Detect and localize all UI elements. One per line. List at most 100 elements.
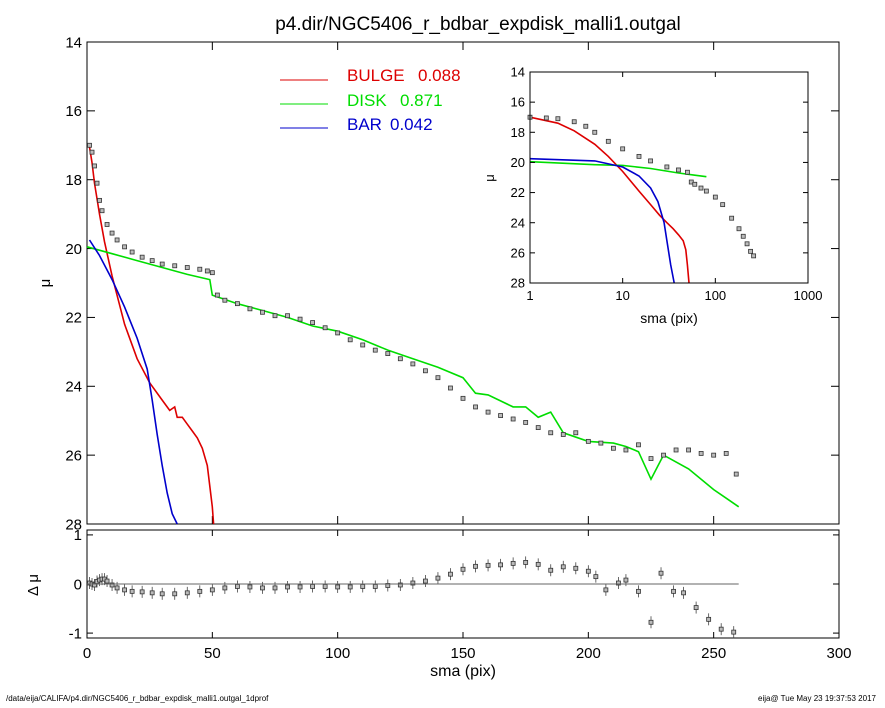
data-point — [686, 447, 691, 453]
data-point — [748, 248, 753, 254]
data-point — [460, 395, 466, 401]
legend-value-disk: 0.871 — [400, 91, 443, 110]
data-point — [733, 471, 739, 477]
series-line-disk — [86, 246, 740, 508]
x-tick-label: 100 — [325, 645, 350, 662]
data-point — [372, 347, 378, 353]
footer-path: /data/eija/CALIFA/p4.dir/NGC5406_r_bdbar… — [6, 694, 269, 703]
data-point — [247, 306, 253, 312]
data-point — [571, 119, 577, 125]
data-point — [114, 585, 120, 591]
inset-bg — [530, 72, 808, 283]
y-tick-label: 20 — [65, 241, 82, 258]
y-tick-label: 14 — [511, 65, 525, 80]
data-point — [129, 249, 135, 255]
residual-axes: 0 50 100 150 200 250 300-101 — [69, 527, 852, 662]
data-point — [222, 297, 228, 303]
data-point — [172, 591, 178, 597]
data-point — [422, 578, 428, 584]
data-point — [535, 425, 541, 431]
data-point — [523, 420, 529, 425]
data-point — [209, 587, 215, 593]
y-tick-label: 24 — [511, 215, 525, 230]
y-tick-label: 1 — [74, 527, 82, 544]
data-point — [159, 591, 165, 597]
data-point — [473, 563, 478, 569]
data-point — [92, 163, 97, 169]
data-point — [435, 375, 441, 381]
legend-value-bar: 0.042 — [390, 115, 433, 134]
legend-label-bulge: BULGE — [347, 66, 405, 85]
x-tick-label: 1 — [526, 288, 533, 303]
data-point — [740, 233, 746, 239]
data-point — [104, 222, 110, 227]
data-point — [605, 138, 611, 144]
data-point — [560, 432, 566, 437]
y-tick-label: 24 — [65, 379, 82, 396]
data-point — [435, 575, 441, 581]
data-point — [560, 564, 566, 570]
data-point — [703, 188, 709, 194]
data-point — [322, 325, 328, 331]
x-tick-label: 200 — [576, 645, 601, 662]
legend: BULGE 0.088 DISK 0.871 BAR 0.042 — [280, 66, 461, 134]
data-point — [297, 316, 303, 322]
data-point — [114, 237, 120, 243]
data-point — [543, 115, 549, 121]
x-tick-label: 250 — [701, 645, 726, 662]
inset-xlabel: sma (pix) — [640, 310, 698, 326]
data-point — [585, 438, 591, 444]
data-point — [593, 574, 599, 580]
data-point — [410, 361, 416, 367]
data-point — [548, 430, 554, 436]
data-point — [620, 146, 626, 152]
data-point — [97, 197, 102, 203]
data-point — [139, 254, 145, 260]
series-line-bar — [88, 239, 178, 525]
data-point — [598, 440, 604, 446]
data-point — [485, 562, 491, 568]
data-point — [648, 158, 653, 164]
inset-ylabel: μ — [482, 174, 497, 182]
y-tick-label: 28 — [511, 276, 525, 291]
data-point — [149, 258, 155, 264]
data-point — [711, 452, 717, 458]
data-point — [360, 584, 366, 589]
data-point — [603, 587, 609, 593]
data-point — [510, 416, 516, 422]
data-point — [648, 456, 654, 461]
data-point — [247, 584, 253, 590]
data-point — [729, 215, 735, 221]
data-point — [234, 301, 240, 307]
residual-ylabel: Δ μ — [25, 574, 42, 596]
data-point — [485, 409, 491, 415]
data-point — [736, 226, 742, 232]
main-axes: 14 16 18 20 22 24 26 28 — [65, 34, 840, 533]
data-point — [385, 351, 391, 356]
data-point — [104, 578, 110, 584]
data-point — [209, 270, 215, 276]
y-tick-label: 18 — [65, 172, 82, 189]
data-point — [297, 584, 303, 590]
main-series-group — [86, 142, 740, 525]
data-point — [87, 142, 92, 148]
data-point — [347, 337, 353, 343]
data-point — [661, 452, 666, 458]
data-point — [260, 309, 265, 315]
y-tick-label: 18 — [511, 125, 525, 140]
inset-axes: 1 10 100 1000 14 16 18 20 22 24 26 28 — [511, 65, 823, 303]
data-point — [636, 588, 641, 594]
data-point — [89, 149, 95, 155]
data-point — [92, 582, 97, 588]
data-point — [664, 164, 670, 170]
y-tick-label: 14 — [65, 34, 82, 51]
data-point — [410, 580, 416, 586]
data-point — [648, 619, 654, 625]
y-tick-label: 16 — [65, 103, 82, 120]
data-point — [335, 330, 341, 336]
data-point — [422, 368, 428, 374]
data-point — [94, 180, 100, 186]
inset-plot-frame — [529, 71, 809, 284]
data-point — [510, 560, 516, 566]
y-tick-label: -1 — [69, 625, 82, 642]
